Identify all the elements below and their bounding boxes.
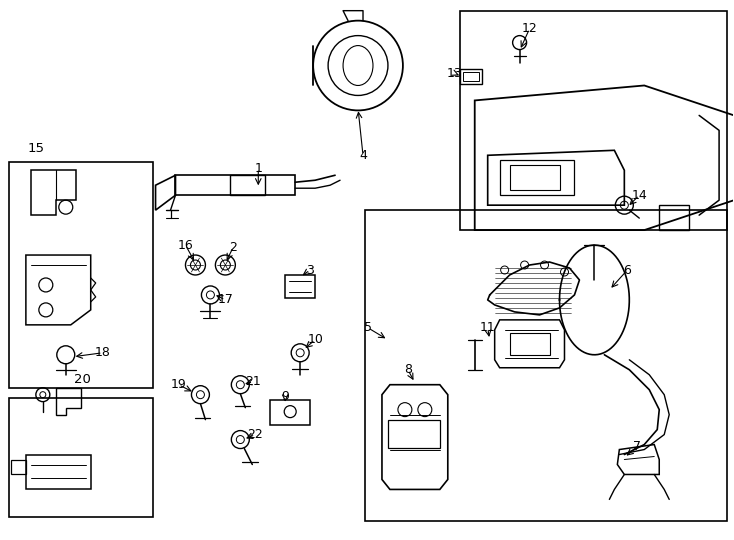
- Bar: [459, 11, 727, 230]
- Text: 10: 10: [308, 333, 323, 346]
- Text: 6: 6: [623, 264, 631, 276]
- Text: 18: 18: [95, 346, 111, 359]
- Bar: [459, 69, 482, 84]
- Text: 21: 21: [245, 375, 261, 388]
- Text: 12: 12: [522, 22, 537, 35]
- Text: 2: 2: [230, 240, 237, 254]
- Text: 1: 1: [255, 162, 262, 175]
- Text: 11: 11: [480, 321, 495, 334]
- Text: 17: 17: [217, 293, 233, 306]
- Text: 22: 22: [247, 428, 264, 441]
- Bar: [9, 163, 153, 388]
- Text: 5: 5: [364, 321, 372, 334]
- Text: 19: 19: [170, 378, 186, 391]
- Text: 9: 9: [281, 390, 289, 403]
- Bar: [462, 71, 479, 82]
- Text: 15: 15: [27, 142, 44, 155]
- Bar: [388, 420, 440, 448]
- Text: 8: 8: [404, 363, 412, 376]
- Text: 16: 16: [178, 239, 193, 252]
- Text: 13: 13: [447, 67, 462, 80]
- Text: 4: 4: [359, 149, 367, 162]
- Bar: [509, 333, 550, 355]
- Text: 7: 7: [633, 440, 642, 453]
- Bar: [365, 210, 727, 521]
- Text: 3: 3: [306, 264, 314, 276]
- Text: 20: 20: [74, 373, 91, 386]
- Bar: [9, 397, 153, 517]
- Text: 14: 14: [631, 188, 647, 202]
